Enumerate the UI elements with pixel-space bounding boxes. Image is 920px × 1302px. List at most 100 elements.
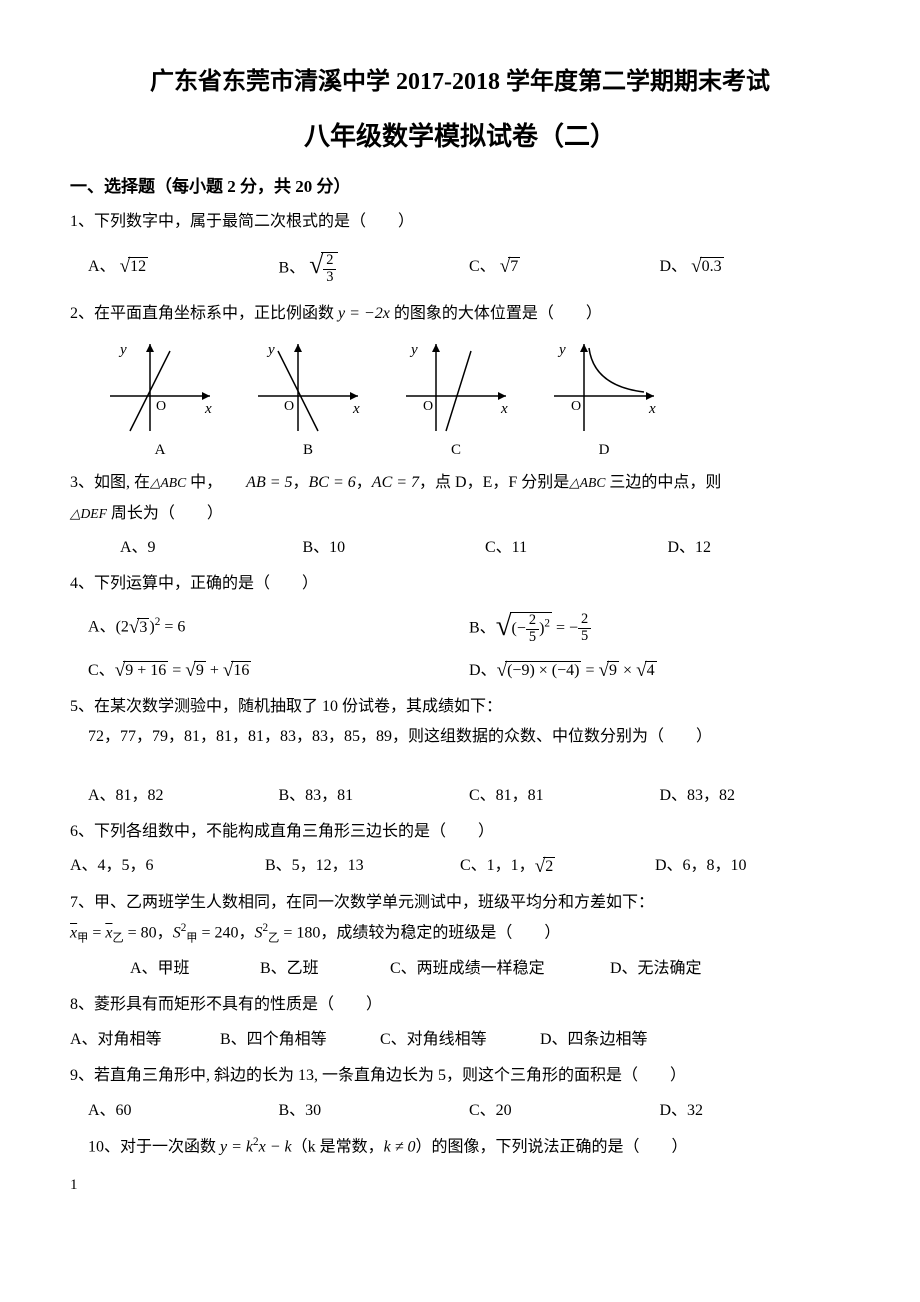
section-1-header: 一、选择题（每小题 2 分，共 20 分） (70, 171, 850, 203)
dr2: 9 (607, 661, 619, 680)
q5-b: B、83，81 (279, 781, 470, 811)
question-3: 3、如图, 在△ABC 中， AB = 5，BC = 6，AC = 7，点 D，… (70, 468, 850, 498)
q6-b: B、5，12，13 (265, 851, 460, 881)
question-4: 4、下列运算中，正确的是（ ） (70, 569, 850, 599)
page-number: 1 (70, 1171, 850, 1200)
exam-title-line1: 广东省东莞市清溪中学 2017-2018 学年度第二学期期末考试 (70, 60, 850, 106)
q3-b: B、10 (303, 533, 486, 563)
q3-ab: AB = 5 (246, 474, 292, 491)
svg-text:x: x (500, 401, 508, 417)
q4-row2: C、√9 + 16 = √9 + √16 D、√(−9) × (−4) = √9… (70, 656, 850, 686)
q3-ac: AC = 7 (372, 474, 419, 491)
q9-options: A、60 B、30 C、20 D、32 (70, 1096, 850, 1126)
c-mid: = (168, 662, 185, 679)
graph-label-b: B (248, 436, 368, 465)
eq2: = 80， (124, 925, 173, 942)
b-eq: = − (552, 619, 578, 636)
q2-post: 的图象的大体位置是（ ） (390, 305, 602, 322)
triangle-def: △DEF (70, 506, 107, 521)
q1-b: B、 √23 (279, 252, 470, 286)
s-jia: S (173, 925, 181, 942)
sqrt-icon: √9 + 16 (115, 661, 169, 680)
q5-c: C、81，81 (469, 781, 660, 811)
q9-b: B、30 (279, 1096, 470, 1126)
sqrt-icon: √4 (636, 661, 657, 680)
q7-d: D、无法确定 (610, 954, 850, 984)
q10-mid: （k 是常数， (292, 1138, 384, 1155)
c2: ， (356, 474, 372, 491)
fn: 2 (526, 613, 539, 630)
sqrt-icon: √23 (309, 252, 338, 286)
sqrt-icon: √7 (500, 257, 521, 276)
c-plus: + (206, 662, 223, 679)
q2-func: y = −2x (338, 305, 390, 322)
svg-text:O: O (156, 399, 166, 414)
exam-title-line2: 八年级数学模拟试卷（二） (70, 112, 850, 161)
d-times: × (619, 662, 636, 679)
q10-pre: 10、对于一次函数 (88, 1138, 220, 1155)
sqrt-icon: √3 (129, 618, 150, 637)
q2-graph-c: y x O C (396, 336, 516, 465)
q1-d-label: D、 (660, 258, 688, 275)
graph-label-d: D (544, 436, 664, 465)
radicand: (−25)2 (510, 612, 552, 646)
q3-c: C、11 (485, 533, 668, 563)
question-7: 7、甲、乙两班学生人数相同，在同一次数学单元测试中，班级平均分和方差如下： (70, 888, 850, 918)
sub-yi: 乙 (112, 933, 123, 945)
question-1: 1、下列数字中，属于最简二次根式的是（ ） (70, 207, 850, 237)
q7-a: A、甲班 (130, 954, 260, 984)
sqrt-icon: √9 (599, 661, 620, 680)
eq1: = (88, 925, 105, 942)
q5-a: A、81，82 (88, 781, 279, 811)
sqrt-icon: √16 (223, 661, 252, 680)
q8-b: B、四个角相等 (220, 1025, 380, 1055)
q8-c: C、对角线相等 (380, 1025, 540, 1055)
q1-options: A、 √12 B、 √23 C、 √7 D、 √0.3 (70, 252, 850, 286)
question-6: 6、下列各组数中，不能构成直角三角形三边长的是（ ） (70, 817, 850, 847)
cr2: 9 (194, 661, 206, 680)
q4-b-pre: B、 (469, 619, 496, 636)
svg-text:x: x (204, 401, 212, 417)
q9-d: D、32 (660, 1096, 851, 1126)
sqrt-icon: √(−25)2 (496, 612, 552, 646)
d-pre: D、 (469, 662, 497, 679)
q3-pre: 3、如图, 在 (70, 474, 150, 491)
radicand: 7 (508, 257, 520, 276)
q5-d: D、83，82 (660, 781, 851, 811)
q3-end: 三边的中点，则 (605, 474, 721, 491)
q1-text: 1、下列数字中，属于最简二次根式的是（ ） (70, 213, 414, 230)
radicand: 2 (543, 857, 555, 876)
q9-a: A、60 (88, 1096, 279, 1126)
sqrt-icon: √0.3 (691, 257, 724, 276)
q6-c-pre: C、1，1， (460, 857, 535, 874)
q3-a: A、9 (120, 533, 303, 563)
question-5: 5、在某次数学测验中，随机抽取了 10 份试卷，其成绩如下： (70, 692, 850, 722)
svg-text:O: O (284, 399, 294, 414)
q4-a-body: (2 (116, 618, 129, 635)
sqrt-icon: √9 (185, 661, 206, 680)
q3-line2: △DEF 周长为（ ） (70, 499, 850, 529)
fd2: 5 (578, 629, 591, 645)
q3-d: D、12 (668, 533, 851, 563)
d-mid: = (581, 662, 598, 679)
svg-text:y: y (409, 342, 418, 358)
c-pre: C、 (88, 662, 115, 679)
q10-f2: x − k (259, 1138, 292, 1155)
q2-graphs: y x O A y x O B y x O C (70, 336, 850, 465)
q3-mid: 中， (186, 474, 246, 491)
svg-text:x: x (352, 401, 360, 417)
q6-c: C、1，1，√2 (460, 851, 655, 881)
radicand: 0.3 (700, 257, 724, 276)
question-8: 8、菱形具有而矩形不具有的性质是（ ） (70, 990, 850, 1020)
q8-d: D、四条边相等 (540, 1025, 850, 1055)
q4-d: D、√(−9) × (−4) = √9 × √4 (469, 656, 850, 686)
q9-c: C、20 (469, 1096, 660, 1126)
b-sup: 2 (544, 618, 550, 630)
q6-d: D、6，8，10 (655, 851, 850, 881)
q3-post: ，点 D，E，F 分别是 (419, 474, 569, 491)
q1-c-label: C、 (469, 258, 496, 275)
radicand: 12 (128, 257, 148, 276)
graph-label-c: C (396, 436, 516, 465)
frac-den: 3 (323, 270, 336, 286)
q2-graph-a: y x O A (100, 336, 220, 465)
